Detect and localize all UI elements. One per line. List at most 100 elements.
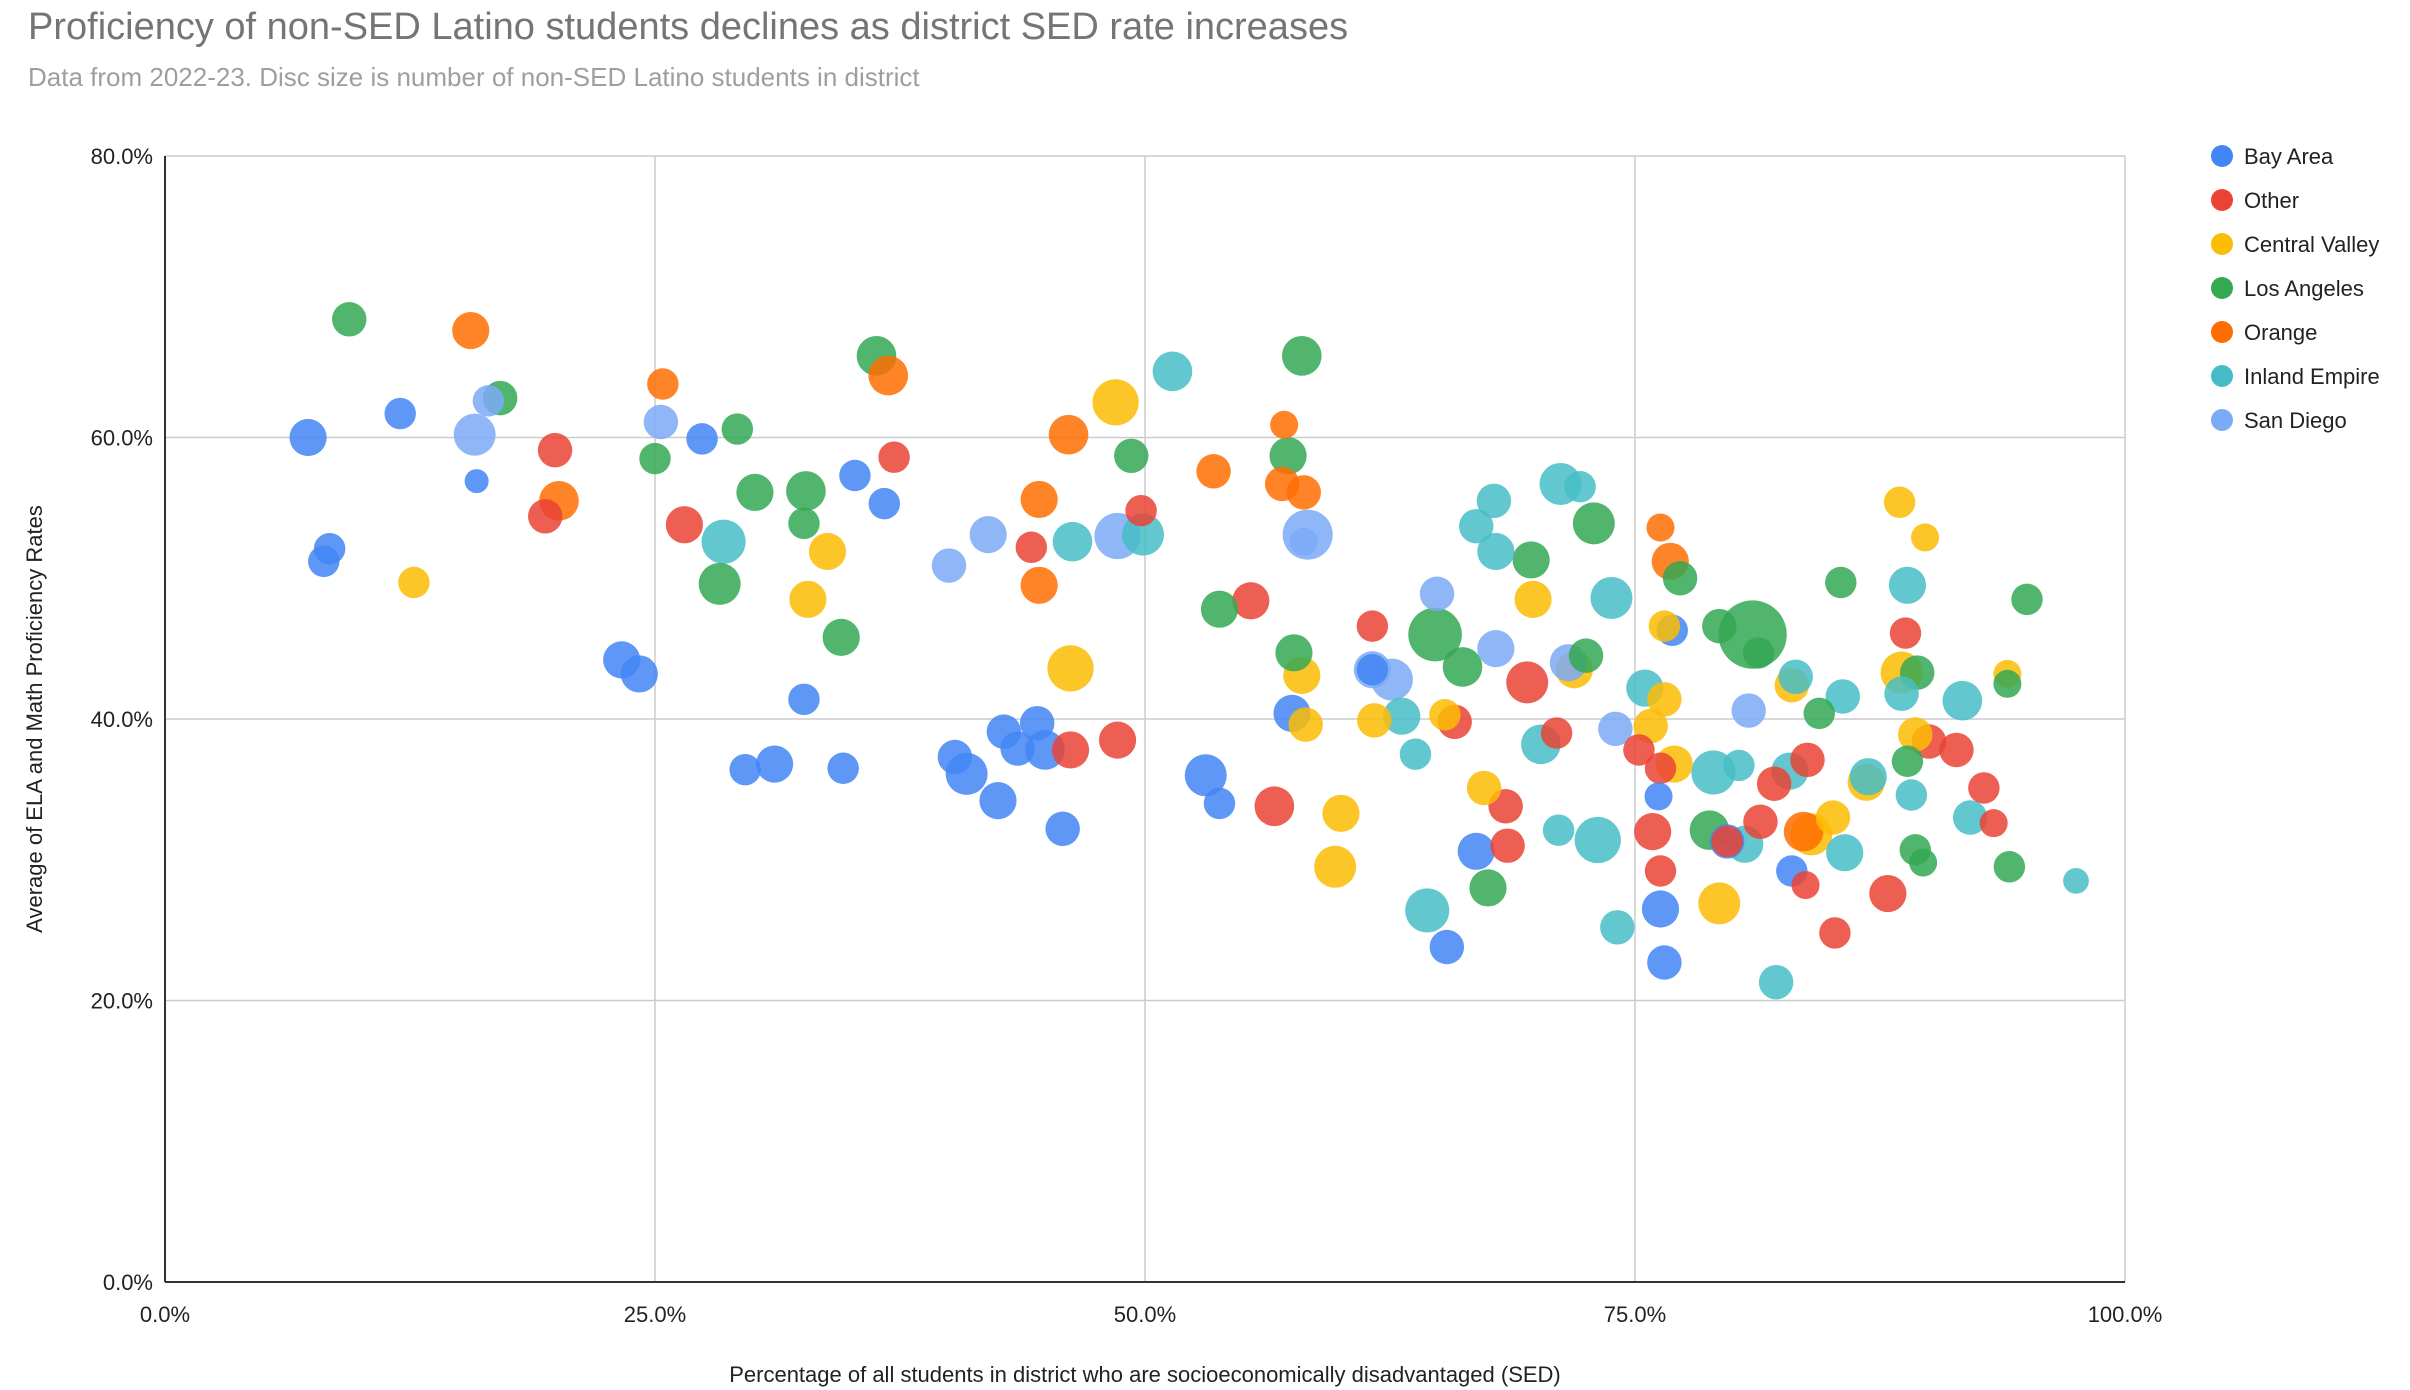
data-point-other <box>1254 786 1295 827</box>
data-point-central-valley <box>1911 523 1940 552</box>
data-point-los-angeles <box>2011 583 2043 616</box>
data-point-inland-empire <box>1825 679 1860 714</box>
data-point-los-angeles <box>1572 502 1615 545</box>
data-point-bay-area <box>1019 705 1055 741</box>
data-point-los-angeles <box>1702 608 1737 644</box>
data-point-orange <box>1646 513 1675 542</box>
data-point-orange <box>1020 566 1058 604</box>
data-point-bay-area <box>729 753 761 786</box>
data-point-bay-area <box>1647 945 1682 980</box>
data-point-inland-empire <box>1758 964 1794 1000</box>
data-point-los-angeles <box>1200 590 1239 628</box>
data-point-other <box>1711 825 1743 858</box>
data-point-other <box>1490 828 1525 863</box>
data-point-inland-empire <box>1895 779 1928 811</box>
data-point-other <box>878 441 910 473</box>
data-point-bay-area <box>937 739 973 775</box>
data-point-orange <box>1270 410 1299 439</box>
data-point-bay-area <box>1641 890 1680 928</box>
x-axis-title: Percentage of all students in district w… <box>729 1362 1561 1387</box>
data-point-orange <box>647 368 679 400</box>
data-point-los-angeles <box>721 413 754 445</box>
data-point-central-valley <box>1357 703 1392 738</box>
data-point-bay-area <box>1045 811 1080 847</box>
data-point-los-angeles <box>1568 638 1604 673</box>
data-point-los-angeles <box>1891 745 1924 777</box>
x-tick-label: 100.0% <box>2088 1302 2163 1327</box>
x-tick-label: 25.0% <box>624 1302 686 1327</box>
data-point-inland-empire <box>1778 659 1813 695</box>
data-point-central-valley <box>1466 770 1502 806</box>
data-point-bay-area <box>979 782 1017 820</box>
data-point-bay-area <box>1356 654 1389 686</box>
data-point-bay-area <box>868 487 901 520</box>
legend: Bay Area Other Central Valley Los Angeles Or… <box>2211 144 2380 433</box>
data-point-inland-empire <box>1849 758 1887 796</box>
data-point-other <box>1098 721 1137 759</box>
data-point-central-valley <box>1047 645 1094 692</box>
data-point-inland-empire <box>1723 749 1755 782</box>
data-point-san-diego <box>1598 711 1633 747</box>
x-tick-label: 75.0% <box>1604 1302 1666 1327</box>
data-point-other <box>1125 494 1157 527</box>
y-tick-label: 80.0% <box>91 144 153 169</box>
data-point-inland-empire <box>1052 521 1093 562</box>
y-tick-labels: 0.0% 20.0% 40.0% 60.0% 80.0% <box>91 144 153 1295</box>
data-point-los-angeles <box>698 562 741 605</box>
data-point-central-valley <box>1288 707 1323 742</box>
data-point-central-valley <box>1647 682 1682 717</box>
data-point-san-diego <box>453 413 496 456</box>
data-point-inland-empire <box>1405 888 1450 933</box>
data-point-inland-empire <box>2063 868 2089 894</box>
data-point-los-angeles <box>1114 438 1149 474</box>
data-point-central-valley <box>808 532 847 571</box>
data-point-other <box>1791 871 1820 900</box>
data-point-bay-area <box>755 745 794 783</box>
data-point-other <box>1015 531 1048 564</box>
data-point-los-angeles <box>1993 669 2022 698</box>
legend-label-los-angeles: Los Angeles <box>2244 276 2364 301</box>
data-point-los-angeles <box>1269 437 1307 475</box>
data-point-bay-area <box>1644 782 1673 811</box>
data-point-central-valley <box>1322 794 1360 832</box>
data-point-los-angeles <box>1803 697 1835 730</box>
data-point-other <box>1356 610 1389 642</box>
data-point-inland-empire <box>1574 816 1621 864</box>
data-point-san-diego <box>1419 576 1455 611</box>
legend-marker-los-angeles <box>2211 277 2233 299</box>
legend-label-san-diego: San Diego <box>2244 408 2347 433</box>
data-point-inland-empire <box>1888 566 1927 604</box>
data-point-inland-empire <box>1476 483 1512 519</box>
data-point-los-angeles <box>1512 541 1550 579</box>
legend-label-orange: Orange <box>2244 320 2317 345</box>
data-point-los-angeles <box>1442 647 1483 687</box>
data-point-bay-area <box>839 459 871 492</box>
data-point-inland-empire <box>1600 910 1635 945</box>
data-point-central-valley <box>1898 717 1933 752</box>
data-point-san-diego <box>472 385 505 417</box>
data-point-los-angeles <box>822 618 860 656</box>
y-tick-label: 60.0% <box>91 426 153 451</box>
data-point-bay-area <box>289 418 327 457</box>
data-point-inland-empire <box>1152 351 1193 392</box>
data-point-bay-area <box>1457 832 1495 870</box>
data-point-other <box>537 432 573 468</box>
data-point-central-valley <box>1092 379 1139 426</box>
data-point-other <box>1869 874 1907 913</box>
data-point-bay-area <box>308 545 340 578</box>
data-point-bay-area <box>827 752 859 784</box>
data-point-orange <box>1020 480 1058 519</box>
data-point-inland-empire <box>1399 738 1432 770</box>
data-point-other <box>665 506 703 544</box>
data-point-san-diego <box>1477 630 1515 668</box>
data-point-san-diego <box>643 404 679 440</box>
data-point-central-valley <box>1429 699 1461 731</box>
data-point-other <box>1634 813 1672 851</box>
data-point-los-angeles <box>639 442 671 475</box>
data-point-los-angeles <box>1909 848 1938 877</box>
data-point-other <box>1756 766 1792 801</box>
data-point-inland-empire <box>1884 676 1919 711</box>
data-point-other <box>528 499 563 534</box>
chart-title: Proficiency of non-SED Latino students d… <box>28 6 1349 48</box>
